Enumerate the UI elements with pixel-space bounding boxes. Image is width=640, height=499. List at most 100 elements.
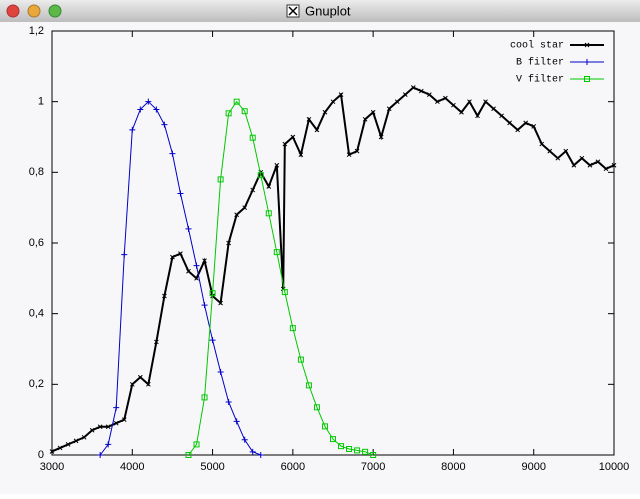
data-point xyxy=(225,399,232,405)
data-point xyxy=(338,443,345,450)
zoom-button[interactable] xyxy=(48,4,62,18)
data-point xyxy=(282,141,288,147)
data-point xyxy=(507,120,512,126)
data-point xyxy=(314,127,320,133)
data-point xyxy=(595,159,601,165)
y-tick-label: 0,6 xyxy=(29,237,44,249)
data-point xyxy=(113,420,119,426)
y-tick-label: 1 xyxy=(38,96,44,108)
data-point xyxy=(225,110,232,117)
y-tick-label: 0 xyxy=(38,449,44,461)
data-point xyxy=(491,106,496,112)
data-point xyxy=(346,445,353,452)
data-point xyxy=(515,127,521,133)
data-point xyxy=(81,434,87,440)
data-point xyxy=(186,268,191,274)
data-point xyxy=(354,148,360,154)
data-point xyxy=(194,275,199,281)
data-point xyxy=(346,152,352,158)
data-point xyxy=(378,134,384,140)
legend-marker xyxy=(584,76,590,82)
data-point xyxy=(370,452,377,458)
data-point xyxy=(113,404,120,411)
data-point xyxy=(330,436,336,443)
data-point xyxy=(475,113,480,119)
x-tick-label: 8000 xyxy=(441,461,465,473)
data-point xyxy=(290,134,296,140)
data-point xyxy=(193,262,200,269)
x-tick-label: 5000 xyxy=(200,461,224,473)
minimize-button[interactable] xyxy=(27,4,41,18)
data-point xyxy=(467,99,472,105)
x11-icon-glyph xyxy=(288,6,298,16)
legend-label: cool star xyxy=(510,40,564,52)
data-point xyxy=(169,150,176,157)
data-point xyxy=(539,141,545,147)
data-point xyxy=(563,148,569,154)
y-tick-label: 0,8 xyxy=(29,166,44,178)
data-point xyxy=(234,212,240,218)
data-point xyxy=(338,92,344,97)
data-point xyxy=(250,187,256,193)
title-bar xyxy=(0,0,640,22)
data-point xyxy=(97,452,104,458)
legend-marker xyxy=(584,59,590,65)
data-point xyxy=(89,427,95,433)
data-point xyxy=(73,438,79,444)
data-point xyxy=(579,155,585,161)
x-tick-label: 10000 xyxy=(599,461,630,473)
legend-label: V filter xyxy=(516,74,564,86)
data-point xyxy=(281,289,288,296)
data-point xyxy=(161,121,168,128)
data-point xyxy=(266,184,272,189)
data-point xyxy=(154,339,159,345)
data-point xyxy=(177,190,184,197)
data-point xyxy=(185,225,192,232)
data-point xyxy=(321,423,328,430)
data-point xyxy=(226,240,231,246)
data-point xyxy=(603,166,609,172)
data-point xyxy=(137,106,144,113)
data-point xyxy=(185,452,192,458)
data-point xyxy=(523,120,529,126)
data-point xyxy=(305,382,312,389)
data-point xyxy=(273,249,280,256)
data-point xyxy=(121,417,127,423)
data-point xyxy=(306,116,312,122)
close-button[interactable] xyxy=(6,4,20,18)
data-point xyxy=(97,424,103,430)
legend-marker xyxy=(584,42,590,48)
x-tick-label: 4000 xyxy=(120,461,144,473)
data-point xyxy=(209,337,216,344)
data-point xyxy=(105,441,112,448)
legend-label: B filter xyxy=(516,57,564,69)
data-point xyxy=(402,92,408,97)
data-point xyxy=(531,124,537,129)
data-point xyxy=(193,441,200,448)
data-point xyxy=(587,162,593,168)
data-point xyxy=(555,155,561,161)
data-point xyxy=(451,102,456,108)
data-point xyxy=(394,99,400,105)
series-line xyxy=(188,100,374,456)
data-point xyxy=(178,251,183,256)
x-tick-label: 6000 xyxy=(281,461,305,473)
data-point xyxy=(298,152,304,158)
data-point xyxy=(322,109,328,115)
x-tick-label: 7000 xyxy=(361,461,385,473)
data-point xyxy=(249,134,256,141)
data-point xyxy=(386,106,392,112)
data-point xyxy=(571,162,577,168)
data-point xyxy=(547,148,553,154)
data-point xyxy=(330,99,336,105)
data-point xyxy=(370,109,376,115)
data-point xyxy=(249,448,256,455)
data-point xyxy=(362,116,368,122)
data-point xyxy=(265,210,272,217)
data-point xyxy=(274,162,280,168)
data-point xyxy=(121,251,128,258)
plot: 0 0,2 0,4 0,6 0,8 1 1,2 3000 4000 5000 6000 7000 800… xyxy=(29,25,630,473)
